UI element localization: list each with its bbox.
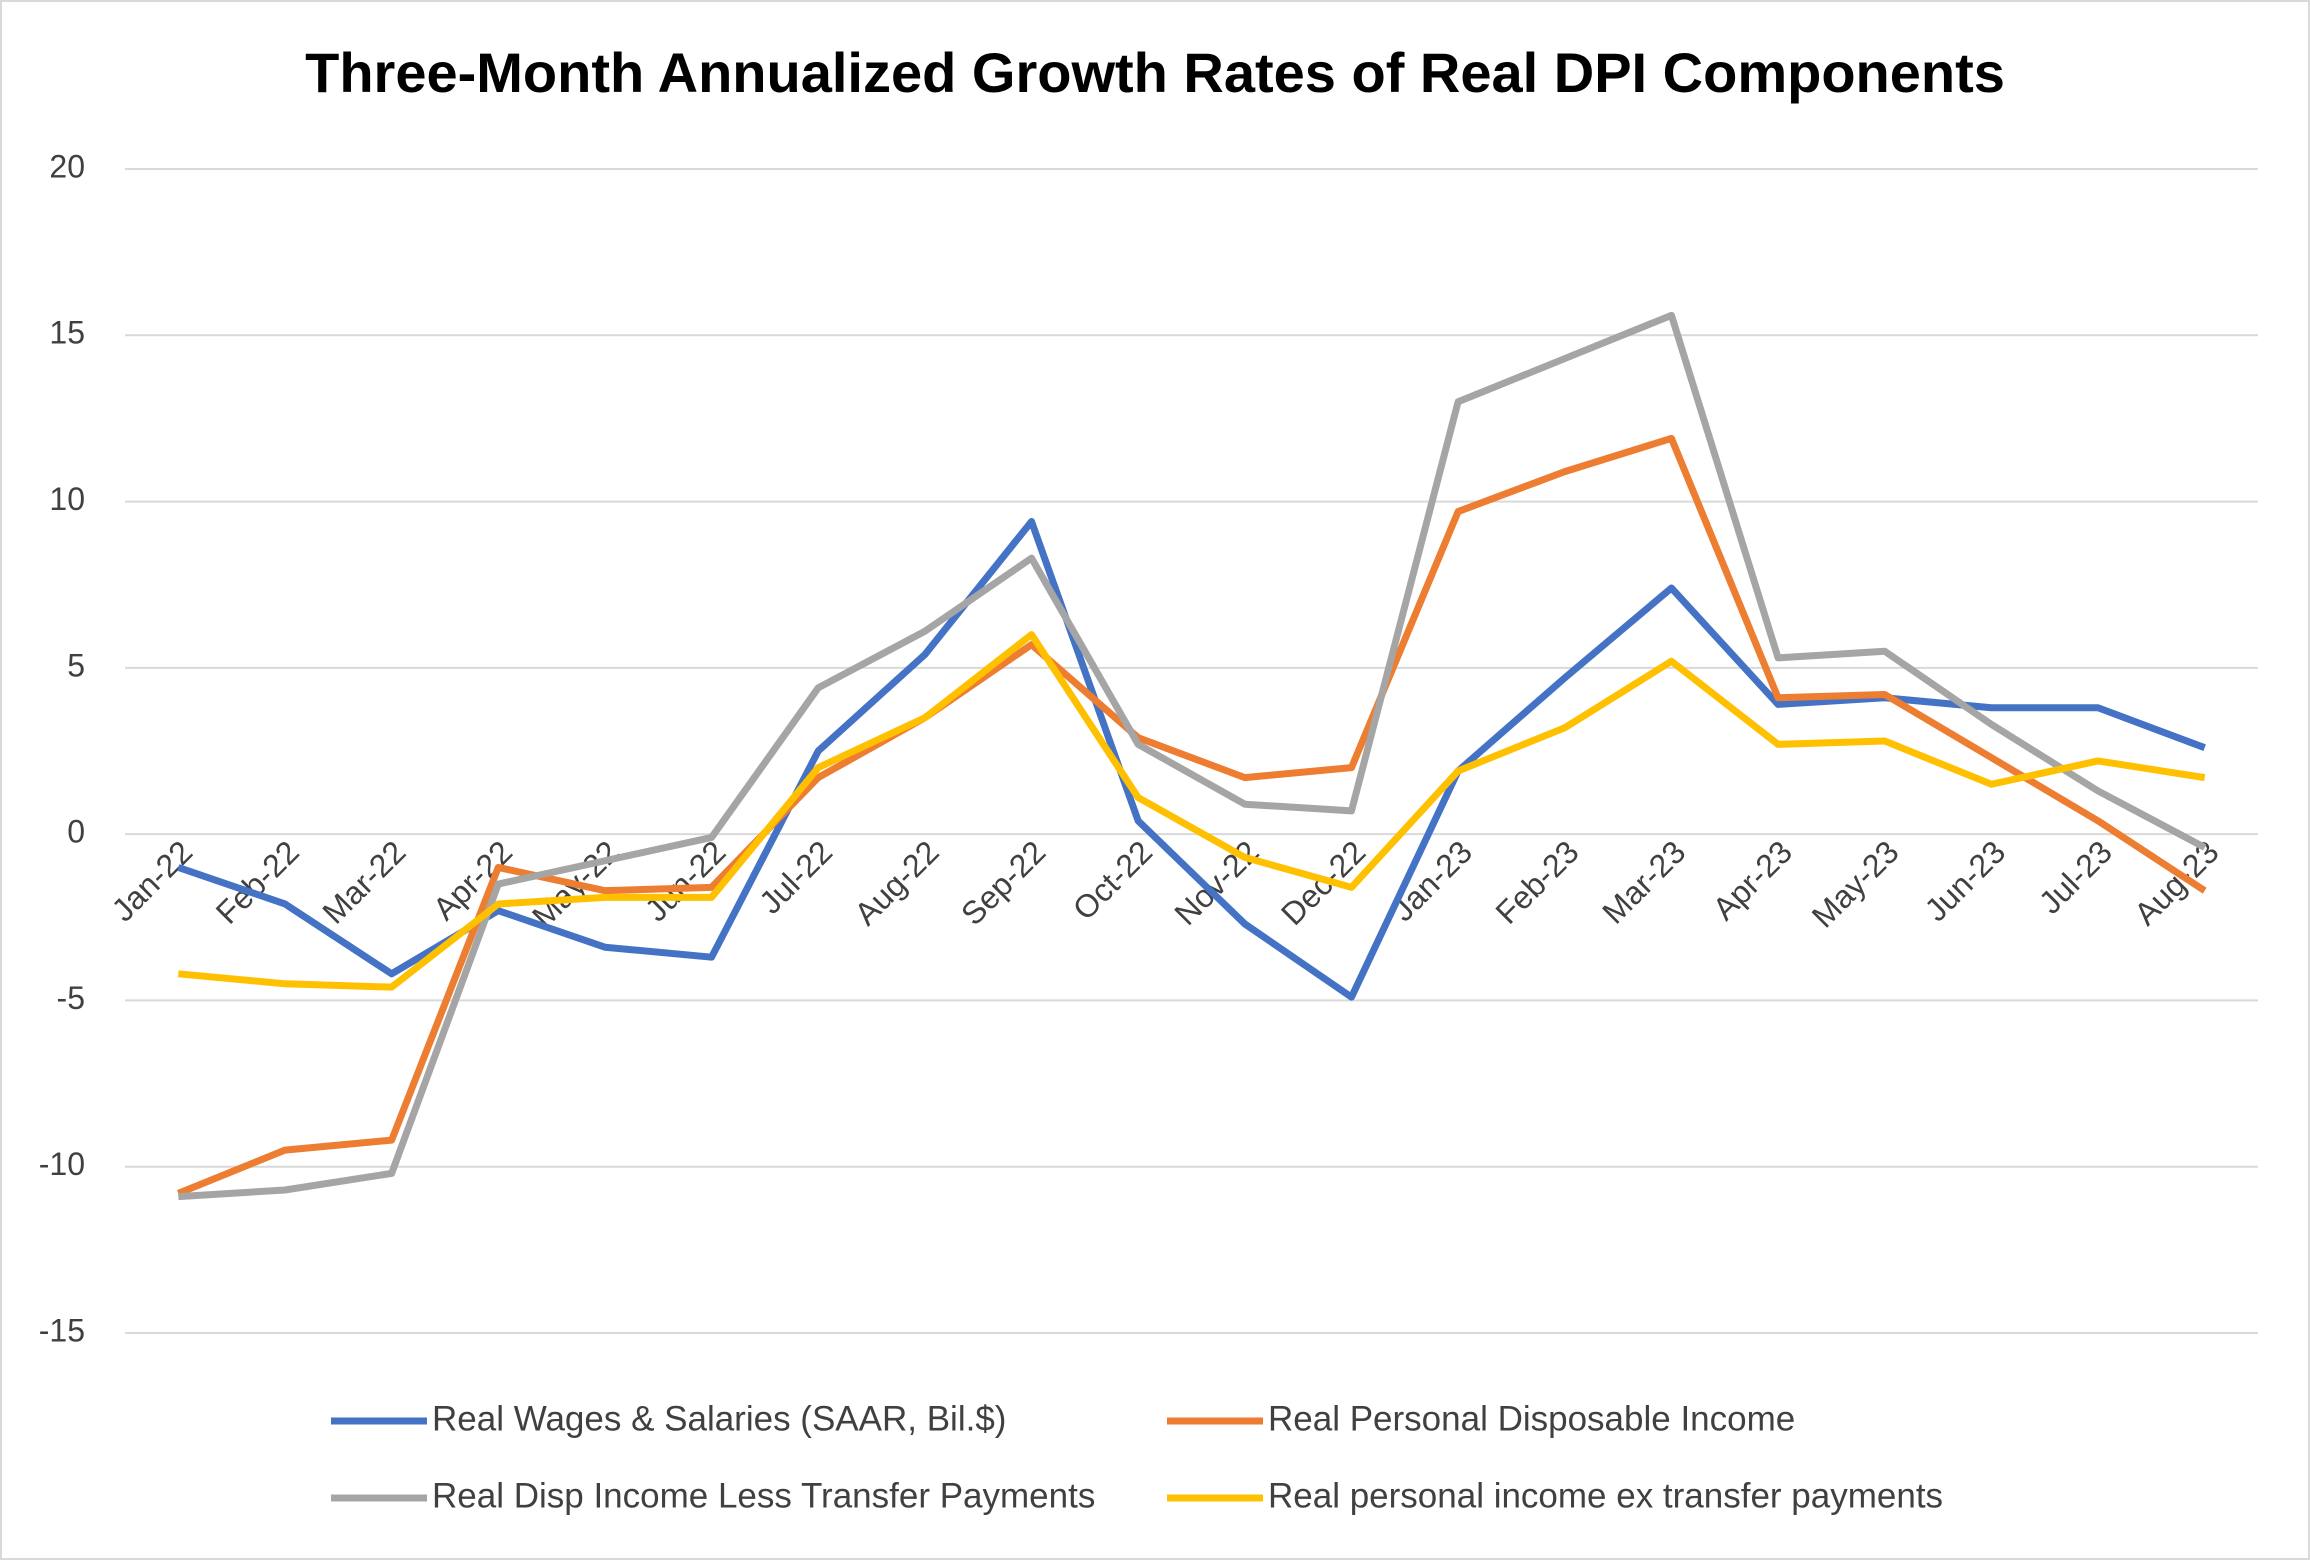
chart-title: Three-Month Annualized Growth Rates of R… bbox=[305, 41, 2005, 104]
legend-label: Real Wages & Salaries (SAAR, Bil.$) bbox=[432, 1399, 1006, 1438]
series-line bbox=[177, 518, 2206, 1001]
series-line bbox=[177, 631, 2206, 991]
y-tick-label: 20 bbox=[49, 148, 85, 184]
y-tick-label: 10 bbox=[49, 481, 85, 517]
y-tick-label: -5 bbox=[57, 980, 85, 1016]
series-line bbox=[177, 434, 2207, 1197]
legend-label: Real personal income ex transfer payment… bbox=[1268, 1476, 1943, 1515]
y-tick-label: -15 bbox=[39, 1312, 85, 1348]
y-tick-label: -10 bbox=[39, 1146, 85, 1182]
series-line bbox=[178, 311, 2207, 1201]
y-tick-label: 5 bbox=[67, 647, 85, 683]
legend-label: Real Personal Disposable Income bbox=[1268, 1399, 1795, 1438]
legend-label: Real Disp Income Less Transfer Payments bbox=[432, 1476, 1095, 1515]
y-tick-label: 15 bbox=[49, 315, 85, 351]
y-tick-label: 0 bbox=[67, 814, 85, 850]
